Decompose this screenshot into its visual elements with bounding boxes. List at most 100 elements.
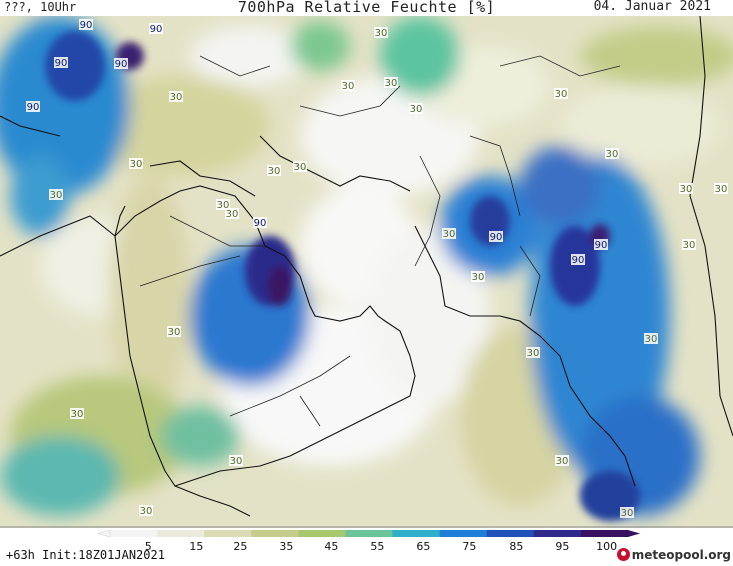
contour-label: 30 (621, 508, 634, 519)
contour-label-bg (149, 23, 163, 34)
run-info: +63h Init:18Z01JAN2021 (6, 548, 165, 562)
contour-label-bg (384, 77, 398, 88)
contour-label-bg (169, 91, 183, 102)
colorbar-swatch (486, 530, 535, 537)
contour-label: 30 (170, 92, 183, 103)
contour-label: 30 (556, 456, 569, 467)
contour-label: 90 (254, 218, 267, 229)
contour-label-bg (555, 455, 569, 466)
colorbar (97, 529, 640, 538)
contour-label: 30 (385, 78, 398, 89)
humidity-cores (45, 31, 640, 521)
contour-label-bg (49, 189, 63, 200)
contour-label-bg (471, 271, 485, 282)
meteopool-logo[interactable]: meteopool.org (616, 548, 731, 562)
contour-label-bg (682, 239, 696, 250)
contour-label-bg (114, 58, 128, 69)
contour-label-bg (341, 80, 355, 91)
valid-time-label: ???, 10Uhr (4, 0, 77, 14)
colorbar-tick-label: 35 (279, 540, 294, 553)
contour-label-bg (679, 183, 693, 194)
contour-label-bg (644, 333, 658, 344)
contour-label: 30 (140, 506, 153, 517)
contour-label: 30 (410, 104, 423, 115)
contour-label: 90 (572, 255, 585, 266)
contour-label-bg (293, 161, 307, 172)
contour-label-bg (26, 101, 40, 112)
contour-label: 30 (230, 456, 243, 467)
colorbar-tick-label: 65 (416, 540, 431, 553)
contour-label-bg (129, 158, 143, 169)
colorbar-swatch (157, 530, 205, 537)
logo-text: meteopool.org (631, 548, 731, 562)
map-title: 700hPa Relative Feuchte [%] (237, 0, 496, 16)
contour-label: 30 (527, 348, 540, 359)
contour-label: 30 (50, 190, 63, 201)
contour-label: 90 (595, 240, 608, 251)
forecast-date: 04. Januar 2021 (593, 0, 711, 14)
contour-label-bg (225, 208, 239, 219)
contour-label-bg (571, 254, 585, 265)
contour-label-bg (442, 228, 456, 239)
colorbar-swatch (580, 530, 629, 537)
contour-label: 30 (555, 89, 568, 100)
contour-label: 90 (115, 59, 128, 70)
footer-bar: 5 15 25 35 45 55 65 75 85 95 100 +63h Init:18Z01JA… (0, 528, 733, 566)
contour-label: 30 (715, 184, 728, 195)
colorbar-tick-label: 25 (233, 540, 248, 553)
contour-label: 30 (606, 149, 619, 160)
colorbar-swatch (392, 530, 441, 537)
colorbar-tick-label: 100 (596, 540, 618, 553)
contour-label: 30 (680, 184, 693, 195)
contour-label: 90 (150, 24, 163, 35)
contour-label: 30 (683, 240, 696, 251)
contour-label-bg (267, 165, 281, 176)
contour-label: 90 (27, 102, 40, 113)
contour-label: 30 (443, 229, 456, 240)
colorbar-tick-label: 5 (144, 540, 152, 553)
contour-label-bg (489, 231, 503, 242)
contour-label-bg (554, 88, 568, 99)
colorbar-max-arrow (628, 530, 640, 537)
contour-label-bg (714, 183, 728, 194)
contour-label-bg (54, 57, 68, 68)
contour-label-bg (374, 27, 388, 38)
contour-label: 30 (217, 200, 230, 211)
colorbar-swatch (298, 530, 346, 537)
contour-label-bg (70, 408, 84, 419)
colorbar-swatch (439, 530, 488, 537)
contour-label-bg (216, 199, 230, 210)
contour-label: 90 (490, 232, 503, 243)
colorbar-tick-label: 75 (462, 540, 477, 553)
colorbar-swatch (533, 530, 582, 537)
colorbar-tick-label: 85 (509, 540, 524, 553)
contour-label: 30 (268, 166, 281, 177)
contour-label-bg (229, 455, 243, 466)
contour-label-bg (526, 347, 540, 358)
colorbar-swatch (251, 530, 299, 537)
contour-label: 90 (80, 20, 93, 31)
borders (139, 55, 621, 427)
colorbar-tick-label: 95 (555, 540, 570, 553)
contour-label: 30 (375, 28, 388, 39)
colorbar-min-arrow (97, 529, 111, 538)
header-bar: ???, 10Uhr 700hPa Relative Feuchte [%] 0… (0, 0, 733, 16)
humidity-field (0, 16, 733, 516)
contour-label: 30 (168, 327, 181, 338)
colorbar-swatch (345, 530, 394, 537)
colorbar-tick-label: 55 (370, 540, 385, 553)
colorbar-tick-label: 45 (324, 540, 339, 553)
coastlines (0, 16, 733, 517)
contour-label-bg (167, 326, 181, 337)
contour-label: 30 (294, 162, 307, 173)
colorbar-swatch (204, 530, 252, 537)
colorbar-tick-label: 15 (189, 540, 204, 553)
contour-label-bg (594, 239, 608, 250)
contour-label-bg (620, 507, 634, 518)
contour-label: 30 (130, 159, 143, 170)
contour-label: 30 (342, 81, 355, 92)
contour-label: 30 (226, 209, 239, 220)
contour-label: 30 (472, 272, 485, 283)
